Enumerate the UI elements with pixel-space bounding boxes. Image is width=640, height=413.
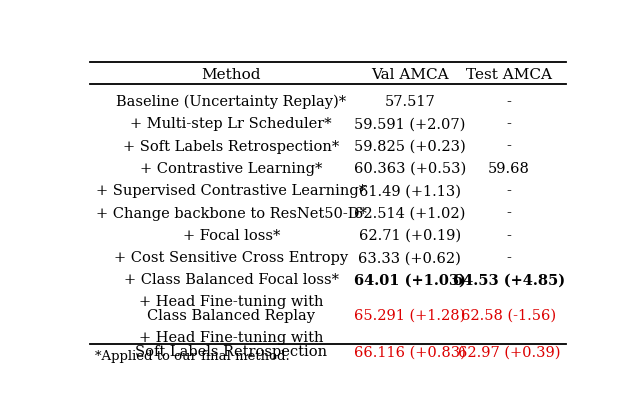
Text: Val AMCA: Val AMCA — [371, 68, 449, 82]
Text: + Soft Labels Retrospection*: + Soft Labels Retrospection* — [123, 139, 339, 153]
Text: 62.97 (+0.39): 62.97 (+0.39) — [458, 344, 560, 358]
Text: -: - — [507, 95, 511, 109]
Text: 59.825 (+0.23): 59.825 (+0.23) — [354, 139, 466, 153]
Text: 57.517: 57.517 — [385, 95, 435, 109]
Text: 64.53 (+4.85): 64.53 (+4.85) — [453, 273, 565, 287]
Text: + Change backbone to ResNet50-D*: + Change backbone to ResNet50-D* — [96, 206, 367, 220]
Text: + Supervised Contrastive Learning*: + Supervised Contrastive Learning* — [96, 184, 366, 198]
Text: 61.49 (+1.13): 61.49 (+1.13) — [359, 184, 461, 198]
Text: + Contrastive Learning*: + Contrastive Learning* — [140, 161, 323, 176]
Text: + Focal loss*: + Focal loss* — [182, 228, 280, 242]
Text: *Applied to our final method.: *Applied to our final method. — [95, 349, 290, 362]
Text: 63.33 (+0.62): 63.33 (+0.62) — [358, 251, 461, 264]
Text: 60.363 (+0.53): 60.363 (+0.53) — [354, 161, 466, 176]
Text: + Cost Sensitive Cross Entropy: + Cost Sensitive Cross Entropy — [114, 251, 348, 264]
Text: Baseline (Uncertainty Replay)*: Baseline (Uncertainty Replay)* — [116, 95, 346, 109]
Text: Test AMCA: Test AMCA — [466, 68, 552, 82]
Text: 65.291 (+1.28): 65.291 (+1.28) — [354, 308, 465, 322]
Text: + Class Balanced Focal loss*: + Class Balanced Focal loss* — [124, 273, 339, 287]
Text: -: - — [507, 184, 511, 198]
Text: 62.514 (+1.02): 62.514 (+1.02) — [354, 206, 465, 220]
Text: + Head Fine-tuning with: + Head Fine-tuning with — [139, 294, 324, 308]
Text: Method: Method — [202, 68, 261, 82]
Text: + Multi-step Lr Scheduler*: + Multi-step Lr Scheduler* — [131, 117, 332, 131]
Text: 62.71 (+0.19): 62.71 (+0.19) — [359, 228, 461, 242]
Text: -: - — [507, 117, 511, 131]
Text: 62.58 (-1.56): 62.58 (-1.56) — [461, 308, 557, 322]
Text: 66.116 (+0.83): 66.116 (+0.83) — [354, 344, 466, 358]
Text: -: - — [507, 139, 511, 153]
Text: -: - — [507, 228, 511, 242]
Text: Soft Labels Retrospection: Soft Labels Retrospection — [135, 344, 327, 358]
Text: 64.01 (+1.03): 64.01 (+1.03) — [354, 273, 466, 287]
Text: + Head Fine-tuning with: + Head Fine-tuning with — [139, 330, 324, 344]
Text: -: - — [507, 251, 511, 264]
Text: -: - — [507, 206, 511, 220]
Text: 59.68: 59.68 — [488, 161, 530, 176]
Text: Class Balanced Replay: Class Balanced Replay — [147, 308, 316, 322]
Text: 59.591 (+2.07): 59.591 (+2.07) — [354, 117, 465, 131]
